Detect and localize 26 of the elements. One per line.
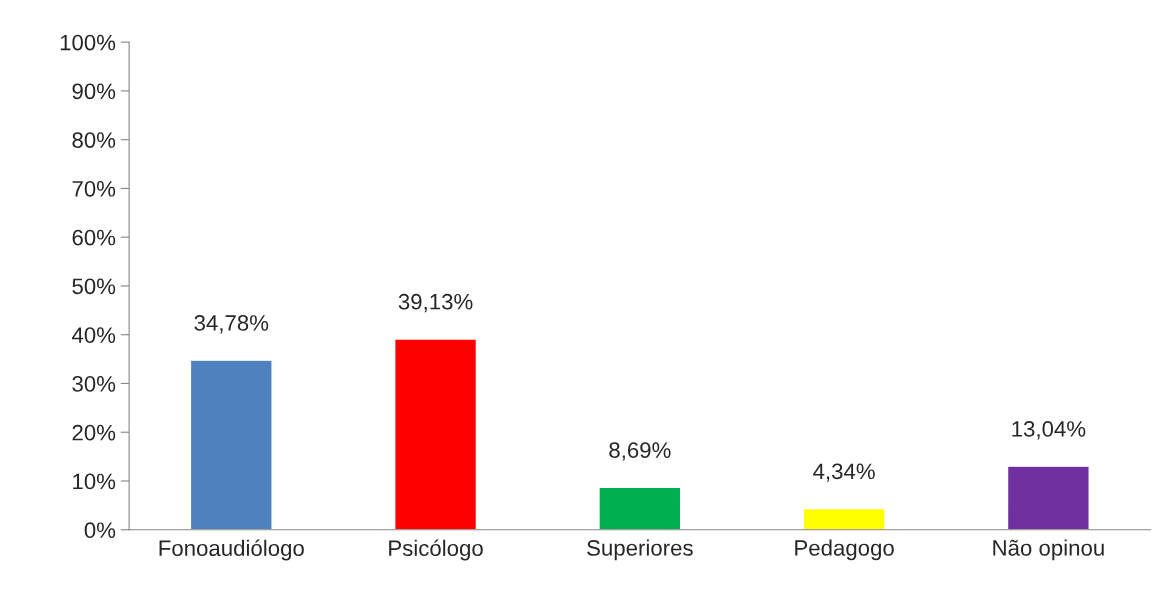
y-tick-label: 80% — [72, 132, 116, 148]
y-tick-label: 70% — [72, 180, 116, 197]
bar — [394, 338, 478, 530]
y-tick-label: 90% — [72, 83, 116, 100]
x-tick-label: Pedagogo — [795, 539, 894, 561]
data-label: 39,13% — [398, 293, 473, 313]
bar — [598, 486, 682, 530]
x-tick-label: Psicólogo — [389, 539, 483, 561]
bar — [189, 359, 273, 530]
data-label: 8,69% — [609, 442, 671, 461]
x-tick-label: Superiores — [587, 539, 693, 561]
data-label: 13,04% — [1012, 421, 1086, 440]
y-tick-label: 30% — [72, 376, 116, 392]
y-tick-label: 60% — [72, 229, 116, 246]
y-tick-label: 100% — [60, 34, 116, 51]
y-tick-label: 10% — [73, 473, 116, 490]
x-tick-label: Não opinou — [993, 539, 1104, 561]
bar — [1006, 465, 1090, 530]
x-tick-label: Fonoaudiólogo — [159, 539, 304, 561]
data-label: 4,34% — [813, 463, 875, 482]
data-label: 34,78% — [194, 315, 269, 334]
bar — [802, 507, 886, 530]
y-tick-label: 0% — [84, 522, 116, 539]
y-tick-label: 40% — [71, 327, 116, 343]
y-tick-label: 20% — [72, 424, 116, 441]
y-tick-label: 50% — [72, 278, 116, 295]
